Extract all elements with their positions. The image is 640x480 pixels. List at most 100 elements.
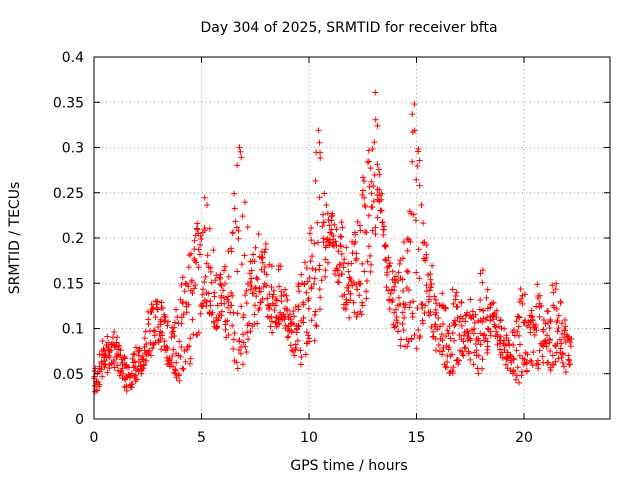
data-point xyxy=(318,277,325,284)
data-point xyxy=(497,333,504,340)
data-point xyxy=(389,296,396,303)
data-point xyxy=(542,320,549,327)
data-point xyxy=(515,313,522,320)
data-point xyxy=(307,258,314,265)
data-point xyxy=(135,348,142,355)
data-point xyxy=(320,211,327,218)
data-point xyxy=(418,300,425,307)
data-point xyxy=(554,328,561,335)
data-point xyxy=(99,373,106,380)
data-point xyxy=(292,341,299,348)
data-point xyxy=(353,313,360,320)
data-point xyxy=(363,278,370,285)
data-point xyxy=(345,282,352,289)
y-tick-label: 0.1 xyxy=(62,322,84,338)
data-point xyxy=(395,328,402,335)
data-point xyxy=(145,351,152,358)
data-point xyxy=(553,306,560,313)
data-point xyxy=(365,212,372,219)
data-point xyxy=(380,231,387,238)
data-point xyxy=(193,259,200,266)
data-point xyxy=(311,311,318,318)
data-point xyxy=(247,279,254,286)
data-point xyxy=(203,201,210,208)
data-point xyxy=(341,256,348,263)
data-point xyxy=(195,264,202,271)
data-point xyxy=(547,318,554,325)
data-point xyxy=(123,387,130,394)
data-point xyxy=(561,327,568,334)
data-point xyxy=(547,367,554,374)
data-point xyxy=(410,298,417,305)
data-point xyxy=(556,336,563,343)
data-point xyxy=(138,370,145,377)
data-point xyxy=(493,307,500,314)
y-tick-label: 0.15 xyxy=(53,276,84,292)
data-point xyxy=(284,297,291,304)
data-point xyxy=(360,174,367,181)
data-point xyxy=(363,229,370,236)
data-point xyxy=(210,247,217,254)
data-point xyxy=(559,320,566,327)
data-point xyxy=(565,356,572,363)
data-point xyxy=(224,317,231,324)
data-point xyxy=(235,235,242,242)
data-point xyxy=(383,284,390,291)
data-point xyxy=(270,291,277,298)
data-point xyxy=(257,299,264,306)
data-point xyxy=(392,306,399,313)
y-tick-label: 0.35 xyxy=(53,95,84,111)
data-point xyxy=(187,335,194,342)
data-point xyxy=(454,314,461,321)
data-point xyxy=(375,166,382,173)
data-point xyxy=(544,332,551,339)
data-point xyxy=(371,171,378,178)
data-point xyxy=(534,281,541,288)
data-point xyxy=(438,331,445,338)
data-point xyxy=(96,383,103,390)
data-point xyxy=(241,199,248,206)
data-point xyxy=(543,340,550,347)
data-point xyxy=(353,255,360,262)
data-point xyxy=(297,361,304,368)
data-point xyxy=(312,322,319,329)
data-point xyxy=(455,361,462,368)
data-point xyxy=(229,292,236,299)
y-axis-label: SRMTID / TECUs xyxy=(7,182,23,295)
data-point xyxy=(433,300,440,307)
data-point xyxy=(317,149,324,156)
data-point xyxy=(246,270,253,277)
y-tick-label: 0.25 xyxy=(53,186,84,202)
data-point xyxy=(173,359,180,366)
data-point xyxy=(368,190,375,197)
data-point xyxy=(158,299,165,306)
data-point xyxy=(487,332,494,339)
data-point xyxy=(157,316,164,323)
data-point xyxy=(108,341,115,348)
data-point xyxy=(521,291,528,298)
data-point xyxy=(494,331,501,338)
data-point xyxy=(459,348,466,355)
data-point xyxy=(178,282,185,289)
data-point xyxy=(176,377,183,384)
data-point xyxy=(142,357,149,364)
data-point xyxy=(469,308,476,315)
data-point xyxy=(368,178,375,185)
data-point xyxy=(317,155,324,162)
data-point xyxy=(221,300,228,307)
data-point xyxy=(416,157,423,164)
data-point xyxy=(288,320,295,327)
data-point xyxy=(484,314,491,321)
data-point xyxy=(523,359,530,366)
data-point xyxy=(228,302,235,309)
data-point xyxy=(555,324,562,331)
data-point xyxy=(166,363,173,370)
data-point xyxy=(308,225,315,232)
data-point xyxy=(493,328,500,335)
data-point xyxy=(162,317,169,324)
data-point xyxy=(400,287,407,294)
x-tick-label: 10 xyxy=(300,430,318,446)
data-point xyxy=(320,235,327,242)
data-point xyxy=(427,276,434,283)
data-point xyxy=(415,246,422,253)
